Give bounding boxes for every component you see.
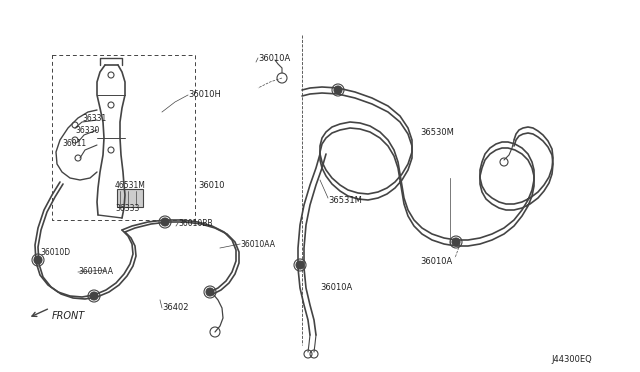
Text: 36010A: 36010A (420, 257, 452, 266)
Circle shape (452, 238, 460, 246)
Text: 36330: 36330 (75, 125, 99, 135)
Text: 46531M: 46531M (115, 180, 146, 189)
Text: 36011: 36011 (62, 138, 86, 148)
Circle shape (296, 261, 304, 269)
Text: 36010: 36010 (198, 180, 225, 189)
Text: 36010D: 36010D (40, 247, 70, 257)
Text: 36333: 36333 (115, 203, 140, 212)
Text: 36530M: 36530M (420, 128, 454, 137)
Text: J44300EQ: J44300EQ (551, 356, 592, 365)
Circle shape (161, 218, 169, 226)
Text: 36010AA: 36010AA (240, 240, 275, 248)
Text: 36331: 36331 (82, 113, 106, 122)
FancyBboxPatch shape (117, 189, 143, 207)
Text: 36010A: 36010A (320, 283, 352, 292)
Text: 36531M: 36531M (328, 196, 362, 205)
Text: FRONT: FRONT (52, 311, 85, 321)
Text: 36010AA: 36010AA (78, 267, 113, 276)
Circle shape (334, 86, 342, 94)
Circle shape (206, 288, 214, 296)
Text: 36010BB: 36010BB (178, 218, 212, 228)
Text: 36402: 36402 (162, 304, 189, 312)
Text: 36010H: 36010H (188, 90, 221, 99)
Text: 36010A: 36010A (258, 54, 291, 62)
Circle shape (34, 256, 42, 264)
Circle shape (90, 292, 98, 300)
